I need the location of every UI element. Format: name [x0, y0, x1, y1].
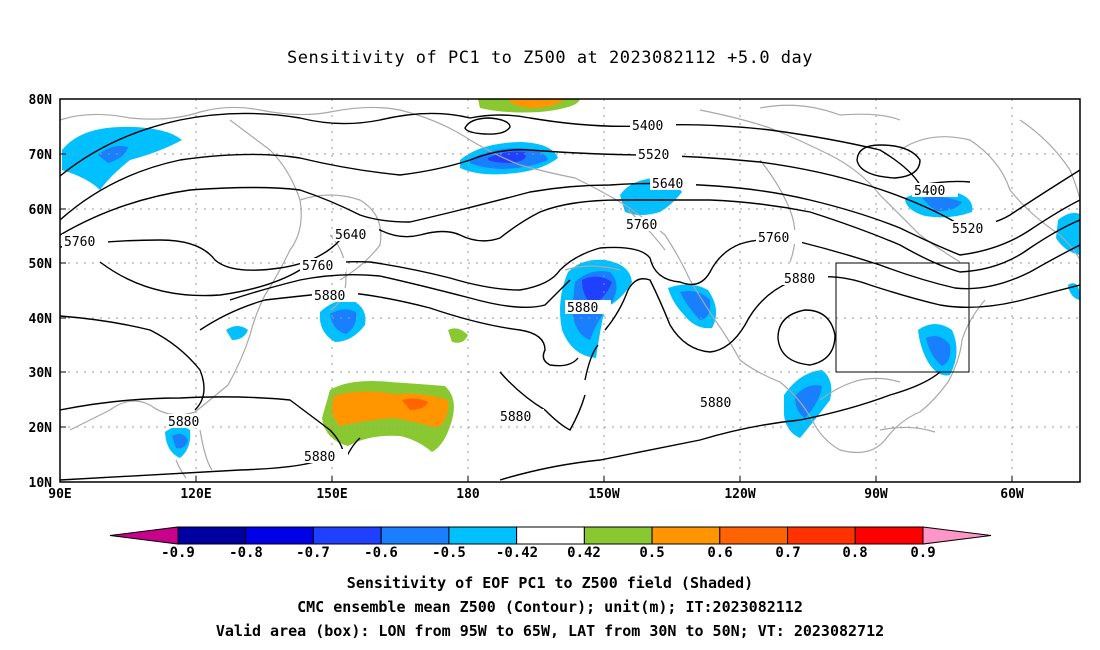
lat-label: 40N	[29, 312, 53, 327]
valid-area-box	[835, 262, 970, 373]
contour-label: 5640	[652, 177, 683, 192]
contour-label: 5760	[758, 231, 789, 246]
contour-label: 5880	[304, 450, 335, 465]
shade-positive	[448, 328, 468, 343]
colorbar-segment	[583, 526, 653, 545]
contour-label: 5520	[638, 148, 669, 163]
caption-line-3: Valid area (box): LON from 95W to 65W, L…	[215, 622, 885, 640]
lon-label: 120E	[180, 487, 211, 502]
lon-label: 150W	[588, 487, 619, 502]
contour-label: 5400	[914, 184, 945, 199]
contour-labels: 5400 5520 5640 5760 5400 5520 5640 5760 …	[62, 118, 996, 465]
colorbar-tick-label: 0.8	[842, 545, 867, 561]
lat-label: 80N	[29, 93, 53, 108]
colorbar-tick-label: 0.6	[707, 545, 732, 561]
contour-label: 5880	[784, 272, 815, 287]
lon-label: 150E	[316, 487, 347, 502]
lat-label: 60N	[29, 203, 53, 218]
colorbar-tick-label: 0.5	[639, 545, 664, 561]
lon-labels: 90E 120E 150E 180 150W 120W 90W 60W	[48, 487, 1024, 502]
shade-negative	[926, 336, 951, 366]
colorbar-segment	[719, 526, 789, 545]
colorbar-segment	[109, 526, 179, 545]
colorbar-segment	[651, 526, 721, 545]
colorbar-segment	[787, 526, 856, 545]
colorbar-segment	[922, 526, 992, 545]
lon-label: 90E	[48, 487, 71, 502]
coastlines	[60, 104, 1080, 479]
contour-label: 5760	[302, 259, 333, 274]
colorbar-tick-label: -0.6	[364, 545, 398, 561]
shade-negative	[330, 309, 357, 334]
lat-label: 20N	[29, 421, 53, 436]
shade-negative	[1056, 212, 1080, 255]
map-frame	[59, 98, 1081, 483]
colorbar-tick-label: 0.7	[775, 545, 800, 561]
figure-title: Sensitivity of PC1 to Z500 at 2023082112…	[286, 48, 813, 68]
lon-label: 120W	[724, 487, 755, 502]
lat-label: 30N	[29, 366, 53, 381]
lon-label: 60W	[1000, 487, 1024, 502]
shade-negative	[62, 126, 182, 190]
contour-label: 5880	[314, 289, 345, 304]
contour-label: 5880	[700, 396, 731, 411]
lat-label: 50N	[29, 257, 53, 272]
colorbar-segment	[245, 526, 314, 545]
colorbar-segment	[854, 526, 924, 545]
colorbar-tick-label: -0.9	[161, 545, 195, 561]
shade-negative	[680, 291, 711, 320]
colorbar-tick-label: -0.42	[496, 545, 538, 561]
contour-label: 5760	[64, 235, 95, 250]
shade-negative	[922, 196, 962, 212]
caption-line-2: CMC ensemble mean Z500 (Contour); unit(m…	[297, 598, 803, 616]
colorbar-tick-label: 0.9	[910, 545, 935, 561]
colorbar-labels: -0.9 -0.8 -0.7 -0.6 -0.5 -0.42 0.42 0.5 …	[161, 545, 936, 561]
shade-negative	[172, 433, 188, 449]
contour-label: 5880	[500, 410, 531, 425]
colorbar-segment	[448, 526, 518, 545]
contour-label: 5880	[168, 415, 199, 430]
caption-line-1: Sensitivity of EOF PC1 to Z500 field (Sh…	[346, 574, 754, 592]
shade-negative	[226, 326, 248, 340]
shade-negative	[795, 385, 822, 418]
colorbar	[109, 526, 992, 545]
colorbar-tick-label: 0.42	[567, 545, 601, 561]
lat-labels: 80N 70N 60N 50N 40N 30N 20N 10N	[29, 93, 53, 491]
lat-label: 10N	[29, 476, 53, 491]
shade-negative	[98, 146, 128, 163]
contour-label: 5520	[952, 222, 983, 237]
lon-label: 180	[456, 487, 480, 502]
lon-label: 90W	[864, 487, 888, 502]
colorbar-tick-label: -0.5	[432, 545, 466, 561]
colorbar-tick-label: -0.7	[296, 545, 330, 561]
contour-label: 5880	[567, 301, 598, 316]
colorbar-segment	[177, 526, 247, 545]
colorbar-tick-label: -0.8	[229, 545, 263, 561]
colorbar-segment	[312, 526, 382, 545]
colorbar-segment	[516, 526, 585, 545]
shade-positive	[402, 398, 428, 410]
shade-positive	[508, 99, 565, 108]
colorbar-segment	[380, 526, 450, 545]
axis-ticks	[59, 98, 1013, 483]
contour-label: 5640	[335, 228, 366, 243]
z500-contours	[60, 112, 1080, 481]
lat-label: 70N	[29, 148, 53, 163]
contour-label: 5400	[632, 119, 663, 134]
contour-label: 5760	[626, 218, 657, 233]
